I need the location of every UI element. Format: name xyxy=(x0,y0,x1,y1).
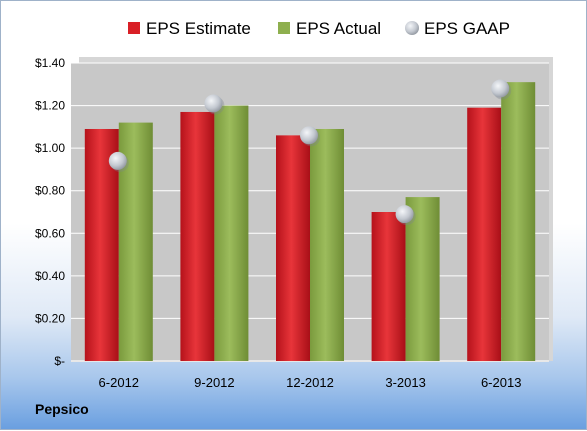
y-tick-label: $0.20 xyxy=(35,311,65,325)
legend-eps-estimate-swatch xyxy=(128,22,140,34)
bar-eps-estimate xyxy=(467,107,502,361)
plot-area: $- $0.20 $0.40 $0.60 $0.80 $1.00 $1.20 $1.40 6-2… xyxy=(35,56,553,390)
bar-eps-actual xyxy=(310,128,344,361)
bar-eps-actual xyxy=(405,197,440,361)
point-eps-gaap xyxy=(491,79,510,98)
y-tick-label: $1.00 xyxy=(35,141,65,155)
point-eps-gaap xyxy=(300,126,318,145)
y-tick-label: $0.80 xyxy=(35,184,65,198)
point-eps-gaap xyxy=(204,94,223,113)
y-tick-label: $- xyxy=(54,354,65,368)
legend-eps-actual-label: EPS Actual xyxy=(296,19,381,38)
y-tick-label: $1.40 xyxy=(35,56,65,70)
x-tick-label: 6-2012 xyxy=(99,375,139,390)
x-tick-label: 12-2012 xyxy=(286,375,334,390)
bar-eps-estimate xyxy=(276,135,310,361)
y-tick-label: $0.60 xyxy=(35,226,65,240)
y-tick-label: $0.40 xyxy=(35,269,65,283)
bar-eps-actual xyxy=(214,105,249,361)
legend-eps-gaap-label: EPS GAAP xyxy=(424,19,510,38)
legend: EPS Estimate EPS Actual EPS GAAP xyxy=(128,19,510,38)
legend-eps-actual-swatch xyxy=(278,22,290,34)
bar-eps-actual xyxy=(501,82,536,362)
x-tick-label: 6-2013 xyxy=(481,375,521,390)
bar-eps-estimate xyxy=(180,111,215,361)
x-tick-label: 3-2013 xyxy=(385,375,425,390)
point-eps-gaap xyxy=(395,205,414,224)
y-tick-label: $1.20 xyxy=(35,99,65,113)
legend-eps-estimate-label: EPS Estimate xyxy=(146,19,251,38)
point-eps-gaap xyxy=(108,151,127,170)
legend-eps-gaap-swatch xyxy=(405,21,419,35)
company-name: Pepsico xyxy=(35,401,89,417)
bar-eps-estimate xyxy=(371,212,406,361)
x-tick-label: 9-2012 xyxy=(194,375,234,390)
